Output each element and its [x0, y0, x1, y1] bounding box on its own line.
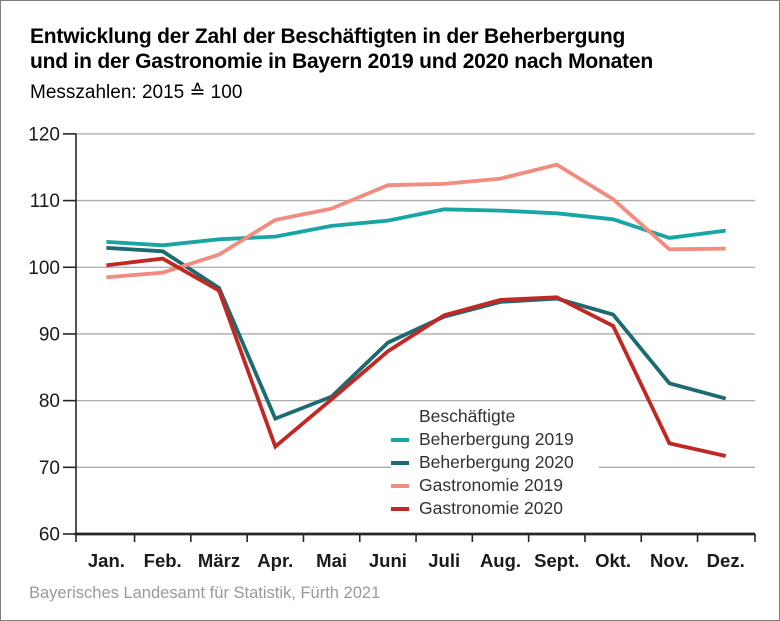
legend-label: Gastronomie 2020 — [419, 498, 563, 518]
x-tick-label: Dez. — [707, 550, 745, 571]
legend-swatch-gastronomie-2020 — [391, 506, 409, 511]
source-note: Bayerisches Landesamt für Statistik, Für… — [29, 584, 381, 602]
x-tick-label: Juli — [428, 550, 460, 571]
legend-item: Beherbergung 2019 — [391, 428, 599, 451]
chart-title-line2: und in der Gastronomie in Bayern 2019 un… — [30, 49, 654, 73]
x-tick-label: Sept. — [534, 550, 579, 571]
y-tick-label: 60 — [39, 525, 60, 546]
chart-title: Entwicklung der Zahl der Beschäftigten i… — [30, 25, 653, 74]
x-tick-label: Jan. — [88, 550, 125, 571]
x-tick-label: Aug. — [480, 550, 521, 571]
legend-label: Beherbergung 2020 — [419, 452, 574, 472]
legend-swatch-beherbergung-2019 — [391, 437, 409, 442]
x-tick-label: Feb. — [144, 550, 182, 571]
y-tick-label: 100 — [28, 258, 60, 279]
legend-item: Gastronomie 2020 — [391, 497, 599, 520]
chart-legend: Beschäftigte Beherbergung 2019 Beherberg… — [391, 405, 599, 520]
x-tick-label: Nov. — [650, 550, 689, 571]
chart-title-line1: Entwicklung der Zahl der Beschäftigten i… — [30, 25, 626, 48]
legend-item: Gastronomie 2019 — [391, 474, 599, 497]
y-tick-label: 90 — [39, 324, 60, 345]
series-line-gastronomie-2019 — [106, 162, 726, 280]
y-tick-label: 70 — [39, 458, 60, 479]
series-line-gastronomie-2020 — [106, 256, 727, 458]
legend-swatch-gastronomie-2019 — [391, 483, 409, 488]
legend-swatch-beherbergung-2020 — [391, 460, 409, 465]
legend-label: Gastronomie 2019 — [419, 475, 563, 495]
x-tick-label: März — [198, 550, 240, 571]
y-tick-label: 80 — [39, 391, 60, 412]
x-tick-label: Apr. — [257, 550, 293, 571]
y-tick-label: 120 — [28, 124, 60, 145]
legend-label: Beherbergung 2019 — [419, 429, 574, 449]
x-tick-label: Okt. — [595, 550, 631, 571]
x-tick-label: Juni — [369, 550, 407, 571]
legend-item: Beherbergung 2020 — [391, 451, 599, 474]
legend-title: Beschäftigte — [419, 406, 516, 426]
series-line-beherbergung-2019 — [106, 207, 726, 248]
chart-subtitle: Messzahlen: 2015 ≙ 100 — [30, 82, 243, 103]
x-tick-label: Mai — [316, 550, 347, 571]
y-tick-label: 110 — [30, 191, 60, 212]
series-line-beherbergung-2020 — [106, 246, 727, 422]
